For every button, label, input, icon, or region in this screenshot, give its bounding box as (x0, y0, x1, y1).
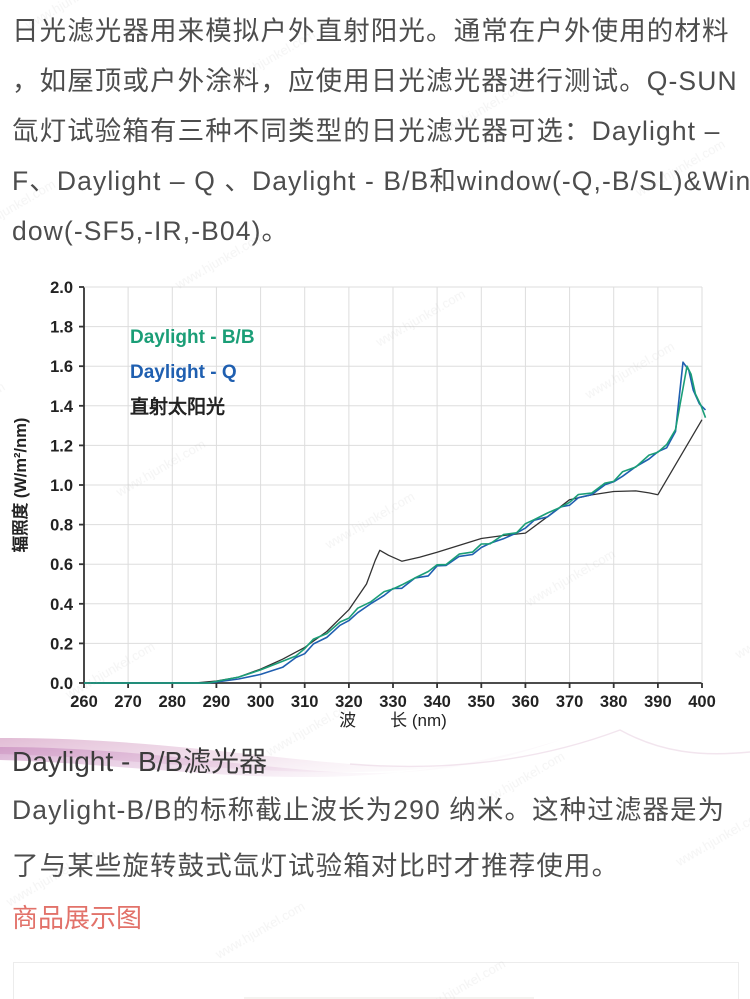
svg-text:290: 290 (203, 693, 231, 711)
svg-text:300: 300 (247, 693, 275, 711)
svg-text:270: 270 (114, 693, 142, 711)
svg-text:1.2: 1.2 (50, 437, 73, 455)
svg-text:1.4: 1.4 (50, 398, 74, 416)
svg-text:330: 330 (379, 693, 407, 711)
svg-text:0.4: 0.4 (50, 596, 74, 614)
svg-text:Daylight - Q: Daylight - Q (130, 362, 237, 383)
svg-text:390: 390 (644, 693, 672, 711)
svg-text:360: 360 (512, 693, 540, 711)
svg-text:350: 350 (468, 693, 496, 711)
svg-text:340: 340 (423, 693, 451, 711)
svg-text:辐照度 (W/m²/nm): 辐照度 (W/m²/nm) (10, 418, 30, 553)
svg-text:280: 280 (159, 693, 187, 711)
svg-text:310: 310 (291, 693, 319, 711)
svg-text:1.6: 1.6 (50, 358, 73, 376)
svg-text:直射太阳光: 直射太阳光 (130, 395, 225, 418)
svg-text:260: 260 (70, 693, 98, 711)
svg-text:0.6: 0.6 (50, 556, 73, 574)
svg-text:2.0: 2.0 (50, 279, 73, 297)
svg-text:1.8: 1.8 (50, 319, 73, 337)
svg-text:0.2: 0.2 (50, 635, 73, 653)
svg-text:0.8: 0.8 (50, 517, 73, 535)
svg-text:320: 320 (335, 693, 363, 711)
svg-text:Daylight - B/B: Daylight - B/B (130, 327, 255, 348)
svg-text:400: 400 (688, 693, 716, 711)
svg-text:1.0: 1.0 (50, 477, 73, 495)
svg-text:370: 370 (556, 693, 584, 711)
svg-text:0.0: 0.0 (50, 675, 73, 693)
svg-text:380: 380 (600, 693, 628, 711)
